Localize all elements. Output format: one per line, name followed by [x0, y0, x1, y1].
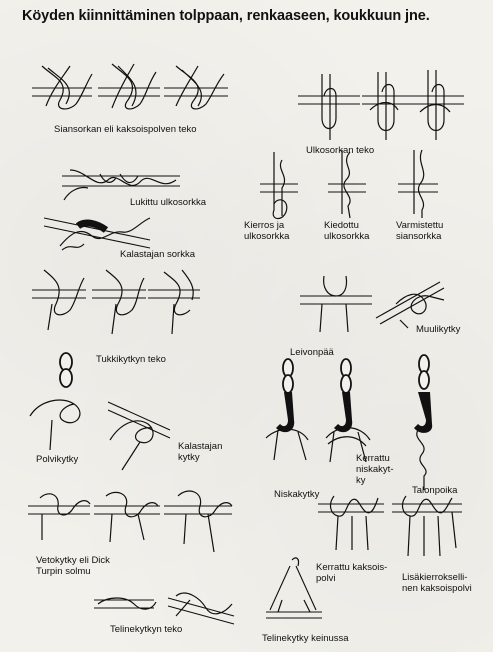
label-niskakytky: Niskakytky [274, 489, 320, 500]
telinekytky-keinussa-figure [266, 557, 322, 619]
label-leivonpaa: Leivonpää [290, 347, 334, 358]
label-lukittu: Lukittu ulkosorkka [130, 197, 207, 208]
label-ulkosorkka: Ulkosorkan teko [306, 145, 375, 156]
label-vetokytky-1: Vetokytky eli Dick [36, 555, 110, 566]
label-kerrattu-niska-1: Kerrattu [356, 453, 390, 464]
label-kerrattu-kaksois-2: polvi [316, 573, 336, 584]
label-siansorkka: Siansorkan eli kaksoispolven teko [54, 124, 197, 135]
label-talonpoika: Talonpoika [412, 485, 458, 496]
label-vetokytky-2: Turpin solmu [36, 566, 91, 577]
vetokytky-figures [28, 490, 233, 553]
kaksoispolvi-figures [318, 495, 462, 557]
ulkosorkka-figures [298, 70, 464, 140]
label-kalastajan-sorkka: Kalastajan sorkka [120, 249, 195, 260]
siansorkka-figures [32, 63, 228, 110]
label-kerrattu-kaksois-1: Kerrattu kaksois- [316, 562, 388, 573]
label-lisakierros-1: Lisäkierrokselli- [402, 572, 468, 583]
label-kiedottu-2: ulkosorkka [324, 231, 370, 242]
label-kalastajan-kytky-1: Kalastajan [178, 441, 223, 452]
label-polvikytky: Polvikytky [36, 454, 79, 465]
label-telinekytky-teko: Telinekytkyn teko [110, 624, 183, 635]
tukkikytky-figures [32, 269, 200, 335]
kalastajan-kytky-figure [107, 401, 171, 471]
leivonpaa-figure [300, 275, 372, 333]
label-kierros-2: ulkosorkka [244, 231, 290, 242]
telinekytky-teko-figures [94, 592, 235, 625]
kierros-kiedottu-varmistettu-figures [260, 149, 438, 220]
label-kiedottu-1: Kiedottu [324, 220, 359, 231]
label-tukkikytky: Tukkikytkyn teko [96, 354, 166, 365]
kalastajan-sorkka-figure [43, 217, 151, 251]
page-title: Köyden kiinnittäminen tolppaan, renkaase… [22, 8, 430, 24]
label-kerrattu-niska-2: niskakyt- [356, 464, 394, 475]
hook-figures [265, 354, 433, 490]
polvikytky-figure [29, 352, 81, 451]
label-varmistettu-2: siansorkka [396, 231, 442, 242]
label-telinekytky-keinussa: Telinekytky keinussa [262, 633, 349, 644]
label-muulikytky: Muulikytky [416, 324, 461, 335]
muulikytky-figure [375, 281, 445, 329]
label-varmistettu-1: Varmistettu [396, 220, 444, 231]
label-kerrattu-niska-3: ky [356, 475, 366, 486]
label-lisakierros-2: nen kaksoispolvi [402, 583, 472, 594]
lukittu-figure [62, 169, 180, 201]
label-kierros-1: Kierros ja [244, 220, 285, 231]
label-kalastajan-kytky-2: kytky [178, 452, 200, 463]
